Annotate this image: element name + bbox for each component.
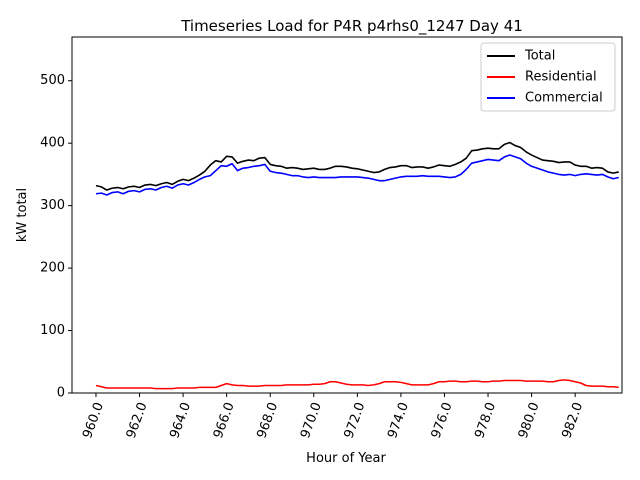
y-axis: 0 100 200 300 400 500 — [40, 73, 72, 401]
legend: Total Residential Commercial — [480, 42, 616, 112]
legend-label-total: Total — [524, 49, 555, 64]
series-line-commercial — [95, 154, 619, 196]
y-tick-label: 200 — [40, 261, 65, 276]
y-tick-label: 0 — [57, 386, 65, 401]
axes-frame — [71, 36, 623, 394]
series-line-total — [95, 141, 619, 191]
plot-area — [71, 36, 623, 394]
legend-label-residential: Residential — [525, 70, 597, 85]
x-axis-label: Hour of Year — [306, 451, 386, 466]
y-tick-label: 400 — [40, 136, 65, 151]
y-tick-label: 300 — [40, 198, 65, 213]
y-axis-label: kW total — [15, 188, 30, 242]
legend-label-commercial: Commercial — [525, 91, 603, 106]
y-tick-label: 500 — [40, 73, 65, 88]
legend-box — [480, 42, 616, 112]
chart-title: Timeseries Load for P4R p4rhs0_1247 Day … — [180, 17, 523, 36]
series-line-residential — [95, 379, 619, 390]
y-tick-label: 100 — [40, 323, 65, 338]
